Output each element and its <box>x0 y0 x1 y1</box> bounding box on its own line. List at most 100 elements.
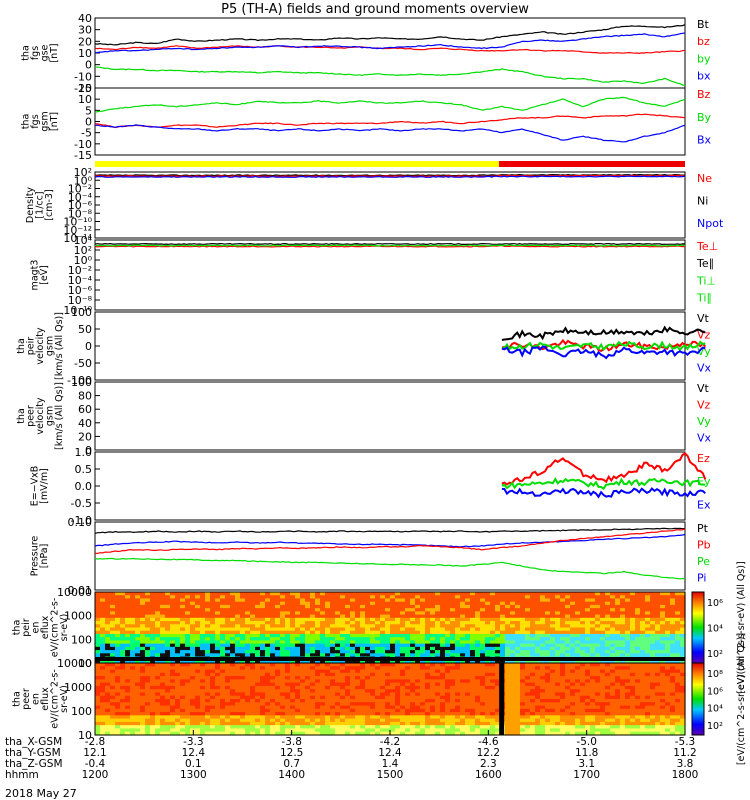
ytick-label: -100 <box>67 374 92 387</box>
heat-cell <box>230 650 236 654</box>
heat-cell <box>645 617 651 622</box>
heat-cell <box>470 630 476 635</box>
heat-cell <box>425 659 431 664</box>
heat-cell <box>115 692 121 697</box>
heat-cell <box>290 718 296 723</box>
heat-cell <box>235 640 241 645</box>
heat-cell <box>345 715 351 720</box>
heat-cell <box>620 592 626 596</box>
heat-cell <box>425 608 431 612</box>
heat-cell <box>645 718 651 723</box>
heat-cell <box>110 650 116 654</box>
heat-cell <box>420 672 426 677</box>
heat-cell <box>275 637 281 642</box>
heat-cell <box>120 601 126 606</box>
heat-cell <box>660 617 666 622</box>
heat-cell <box>250 695 256 700</box>
heat-cell <box>515 708 521 713</box>
heat-cell <box>440 676 446 680</box>
heat-cell <box>445 608 451 612</box>
heat-cell <box>495 702 501 707</box>
heat-cell <box>490 718 496 723</box>
heat-cell <box>100 715 106 720</box>
heat-cell <box>225 608 231 612</box>
heat-cell <box>495 669 501 674</box>
heat-cell <box>440 695 446 700</box>
heat-cell <box>520 608 526 612</box>
heat-cell <box>270 659 276 664</box>
heat-cell <box>335 682 341 687</box>
heat-cell <box>600 715 606 720</box>
heat-cell <box>215 685 221 690</box>
heat-cell <box>485 685 491 690</box>
heat-cell <box>435 666 441 671</box>
heat-cell <box>645 598 651 603</box>
heat-cell <box>470 646 476 651</box>
heat-cell <box>150 601 156 606</box>
heat-cell <box>610 617 616 622</box>
heat-cell <box>200 627 206 632</box>
heat-cell <box>305 695 311 700</box>
heat-cell <box>635 611 641 616</box>
heat-cell <box>270 621 276 625</box>
heat-cell <box>390 640 396 645</box>
heat-cell <box>485 669 491 674</box>
heat-cell <box>365 640 371 645</box>
heat-cell <box>525 611 531 616</box>
ytick-label: 1000 <box>64 610 92 623</box>
heat-cell <box>275 695 281 700</box>
heat-cell <box>430 624 436 629</box>
heat-cell <box>640 672 646 677</box>
panel-frame <box>94 87 686 156</box>
heat-cell <box>445 666 451 671</box>
heat-cell <box>435 601 441 606</box>
heat-cell <box>95 685 101 690</box>
heat-cell <box>455 699 461 703</box>
legend-entry: Bz <box>697 88 711 101</box>
heat-cell <box>460 679 466 684</box>
heat-cell <box>425 679 431 684</box>
heat-cell <box>475 699 481 703</box>
ytick-label: 40 <box>78 417 92 430</box>
heat-cell <box>290 595 296 600</box>
heat-cell <box>645 679 651 684</box>
heat-cell <box>420 611 426 616</box>
heat-cell <box>670 614 676 619</box>
heat-cell <box>460 672 466 677</box>
heat-cell <box>130 595 136 600</box>
heat-cell <box>130 689 136 694</box>
heat-cell <box>250 633 256 638</box>
colorbar-tick: 10⁶ <box>707 598 723 609</box>
heat-cell <box>680 712 686 716</box>
heat-cell <box>220 653 226 658</box>
heat-cell <box>300 663 306 667</box>
heat-cell <box>665 643 671 648</box>
heat-cell <box>315 637 321 642</box>
heat-cell <box>430 666 436 671</box>
heat-cell <box>490 604 496 609</box>
heat-cell <box>260 637 266 642</box>
mode-bar-fast <box>95 161 499 167</box>
heat-cell <box>550 682 556 687</box>
heat-cell <box>340 718 346 723</box>
heat-cell <box>400 604 406 609</box>
heat-cell <box>370 640 376 645</box>
heat-cell <box>225 692 231 697</box>
heat-cell <box>330 643 336 648</box>
heat-cell <box>620 624 626 629</box>
heat-cell <box>155 604 161 609</box>
heat-cell <box>415 624 421 629</box>
heat-cell <box>320 695 326 700</box>
heat-cell <box>305 614 311 619</box>
heat-cell <box>675 692 681 697</box>
heat-cell <box>655 646 661 651</box>
heat-cell <box>455 614 461 619</box>
heat-cell <box>220 699 226 703</box>
series-line-Vt <box>501 325 706 341</box>
heat-cell <box>325 692 331 697</box>
heat-cell <box>480 689 486 694</box>
heat-cell <box>380 653 386 658</box>
heat-cell <box>360 621 366 625</box>
heat-cell <box>465 627 471 632</box>
heat-cell <box>450 592 456 596</box>
